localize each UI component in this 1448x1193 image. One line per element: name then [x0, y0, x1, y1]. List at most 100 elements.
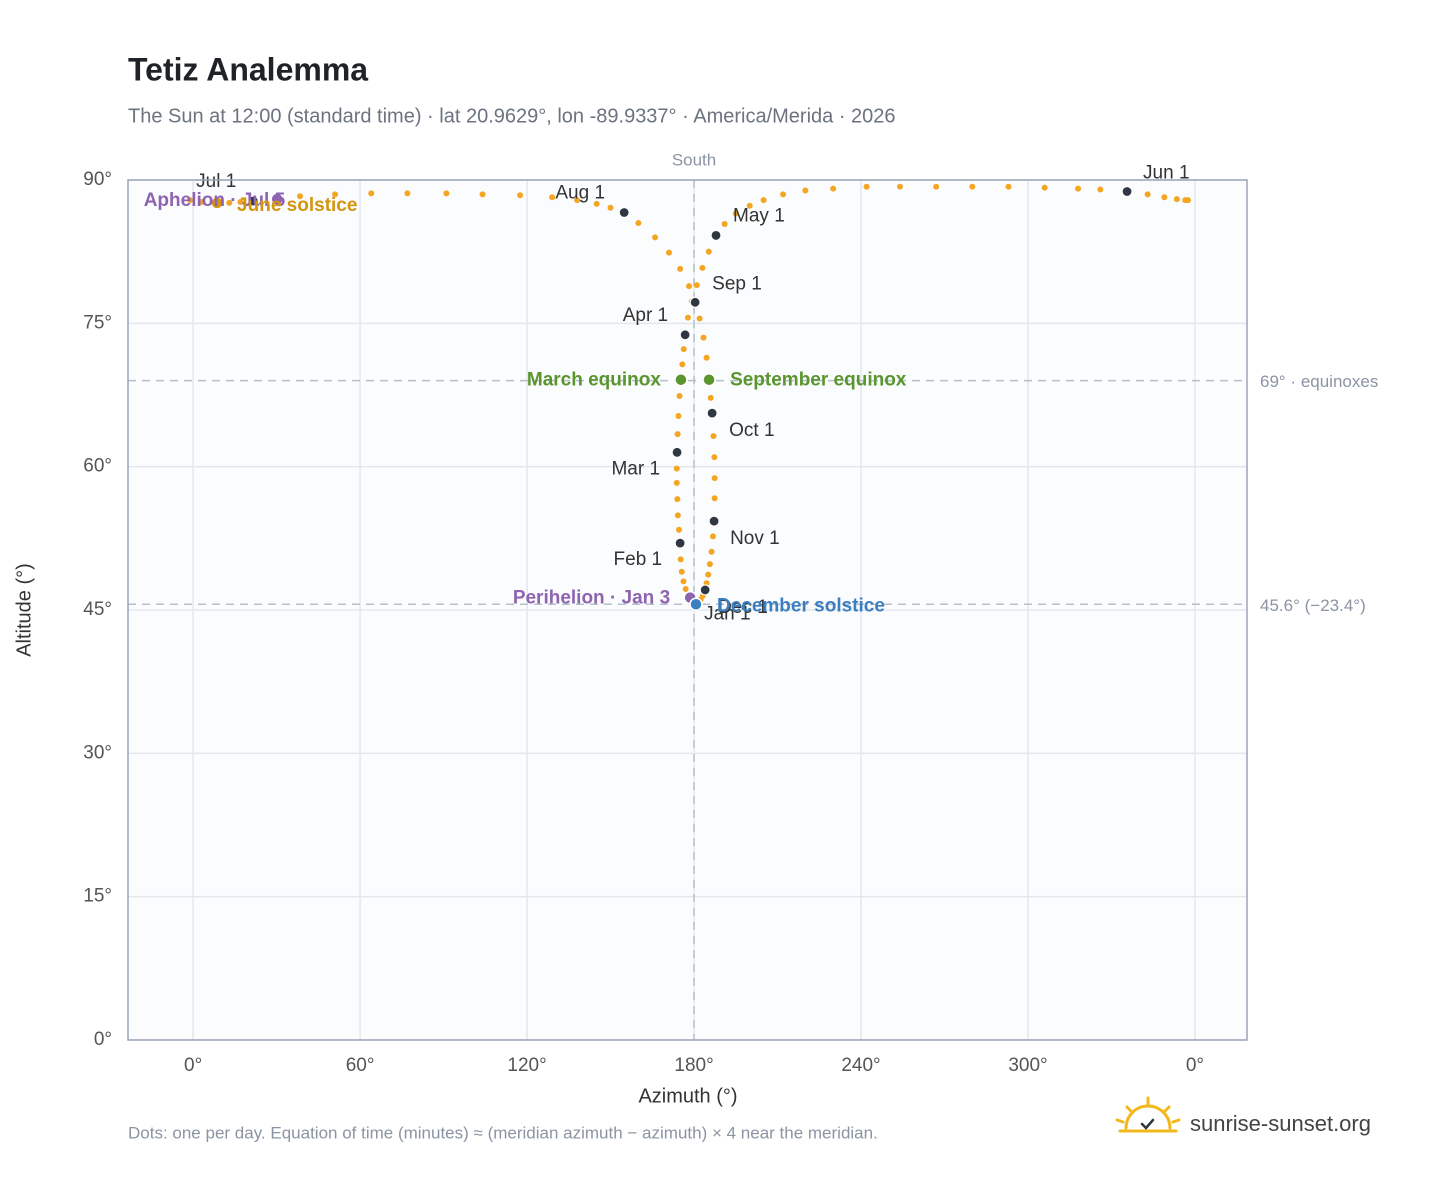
daily-dot: [705, 248, 712, 255]
daily-dot: [802, 187, 809, 194]
event-marker: [689, 597, 703, 612]
daily-dot: [198, 198, 205, 205]
date-marker: [674, 537, 686, 549]
daily-dot: [711, 454, 718, 461]
daily-dot: [703, 354, 710, 361]
daily-dot: [711, 495, 718, 502]
daily-dot: [680, 346, 687, 353]
date-label: Aug 1: [555, 183, 605, 204]
reference-label: 69° · equinoxes: [1260, 372, 1378, 391]
date-label: Oct 1: [729, 420, 774, 441]
daily-dot: [673, 465, 680, 472]
daily-dot: [677, 556, 684, 563]
event-label: Perihelion · Jan 3: [513, 588, 670, 609]
daily-dot: [635, 220, 642, 226]
event-label: March equinox: [527, 370, 662, 391]
daily-dot: [665, 249, 672, 256]
date-marker: [699, 584, 711, 596]
daily-dot: [760, 197, 767, 204]
daily-dot: [676, 526, 683, 533]
daily-dot: [226, 199, 233, 206]
event-label: December solstice: [717, 595, 885, 616]
daily-dot: [652, 234, 659, 241]
event-label: September equinox: [730, 370, 907, 391]
date-label: Sep 1: [712, 273, 762, 294]
daily-dot: [1161, 194, 1168, 201]
y-tick-label: 15°: [83, 886, 112, 907]
reference-label: 45.6° (−23.4°): [1260, 596, 1366, 615]
daily-dot: [443, 190, 450, 197]
daily-dot: [187, 197, 194, 204]
date-marker: [618, 206, 630, 219]
daily-dot: [933, 183, 940, 190]
x-tick-label: 180°: [674, 1055, 713, 1076]
date-label: May 1: [733, 205, 785, 226]
daily-dot: [686, 283, 693, 290]
date-marker: [706, 407, 718, 419]
daily-dot: [237, 198, 244, 205]
daily-dot: [678, 568, 685, 575]
daily-dot: [593, 200, 600, 207]
y-tick-label: 45°: [83, 599, 112, 620]
date-label: Nov 1: [730, 528, 780, 549]
daily-dot: [732, 210, 739, 217]
daily-dot: [705, 571, 712, 578]
event-marker: [702, 372, 716, 387]
date-marker: [1121, 185, 1133, 198]
daily-dot: [680, 578, 687, 585]
brand: sunrise-sunset.org: [1190, 1111, 1371, 1136]
daily-dot: [693, 282, 700, 289]
daily-dot: [708, 548, 715, 555]
date-marker: [671, 446, 683, 458]
daily-dot: [721, 220, 728, 227]
daily-dot: [711, 475, 718, 482]
daily-dot: [896, 183, 903, 190]
event-marker: [674, 372, 688, 387]
date-marker: [679, 329, 691, 341]
daily-dot: [296, 193, 303, 200]
y-axis-label: Altitude (°): [13, 563, 35, 657]
y-tick-label: 30°: [83, 742, 112, 763]
marks: [187, 183, 1192, 612]
brand-logo: [1115, 1096, 1181, 1133]
date-label: Apr 1: [623, 305, 668, 326]
daily-dot: [707, 394, 714, 401]
y-tick-label: 90°: [83, 169, 112, 190]
daily-dot: [674, 496, 681, 503]
daily-dot: [1041, 184, 1048, 191]
date-marker: [710, 229, 722, 242]
daily-dot: [404, 190, 411, 197]
footnote: Dots: one per day. Equation of time (min…: [128, 1123, 878, 1142]
daily-dot: [674, 512, 681, 519]
daily-dot: [676, 392, 683, 399]
daily-dot: [673, 479, 680, 486]
x-tick-label: 0°: [1186, 1055, 1204, 1076]
daily-dot: [679, 361, 686, 368]
daily-dot: [677, 265, 684, 272]
y-tick-label: 60°: [83, 456, 112, 477]
daily-dot: [780, 191, 787, 198]
daily-dot: [332, 191, 339, 198]
daily-dot: [709, 533, 716, 540]
date-marker: [689, 296, 701, 308]
daily-dot: [674, 431, 681, 438]
x-tick-label: 300°: [1008, 1055, 1047, 1076]
x-tick-label: 60°: [346, 1055, 375, 1076]
date-label: Jun 1: [1143, 162, 1189, 183]
daily-dot: [700, 334, 707, 341]
daily-dot: [549, 194, 556, 201]
daily-dot: [1185, 197, 1192, 204]
date-marker: [247, 195, 259, 207]
daily-dot: [675, 413, 682, 420]
daily-dot: [682, 585, 689, 592]
daily-dot: [1097, 186, 1104, 193]
daily-dot: [574, 197, 581, 204]
labels: 0° 60° 120° 180° 240° 300° 0° 0° 15° 30° 45° 60° 75°…: [83, 150, 1378, 1076]
event-label: Aphelion · Jul 5: [144, 190, 286, 211]
daily-dot: [607, 204, 614, 211]
meridian-label: South: [672, 150, 716, 169]
daily-dot: [699, 264, 706, 271]
x-tick-label: 0°: [184, 1055, 202, 1076]
daily-dot: [1005, 183, 1012, 190]
